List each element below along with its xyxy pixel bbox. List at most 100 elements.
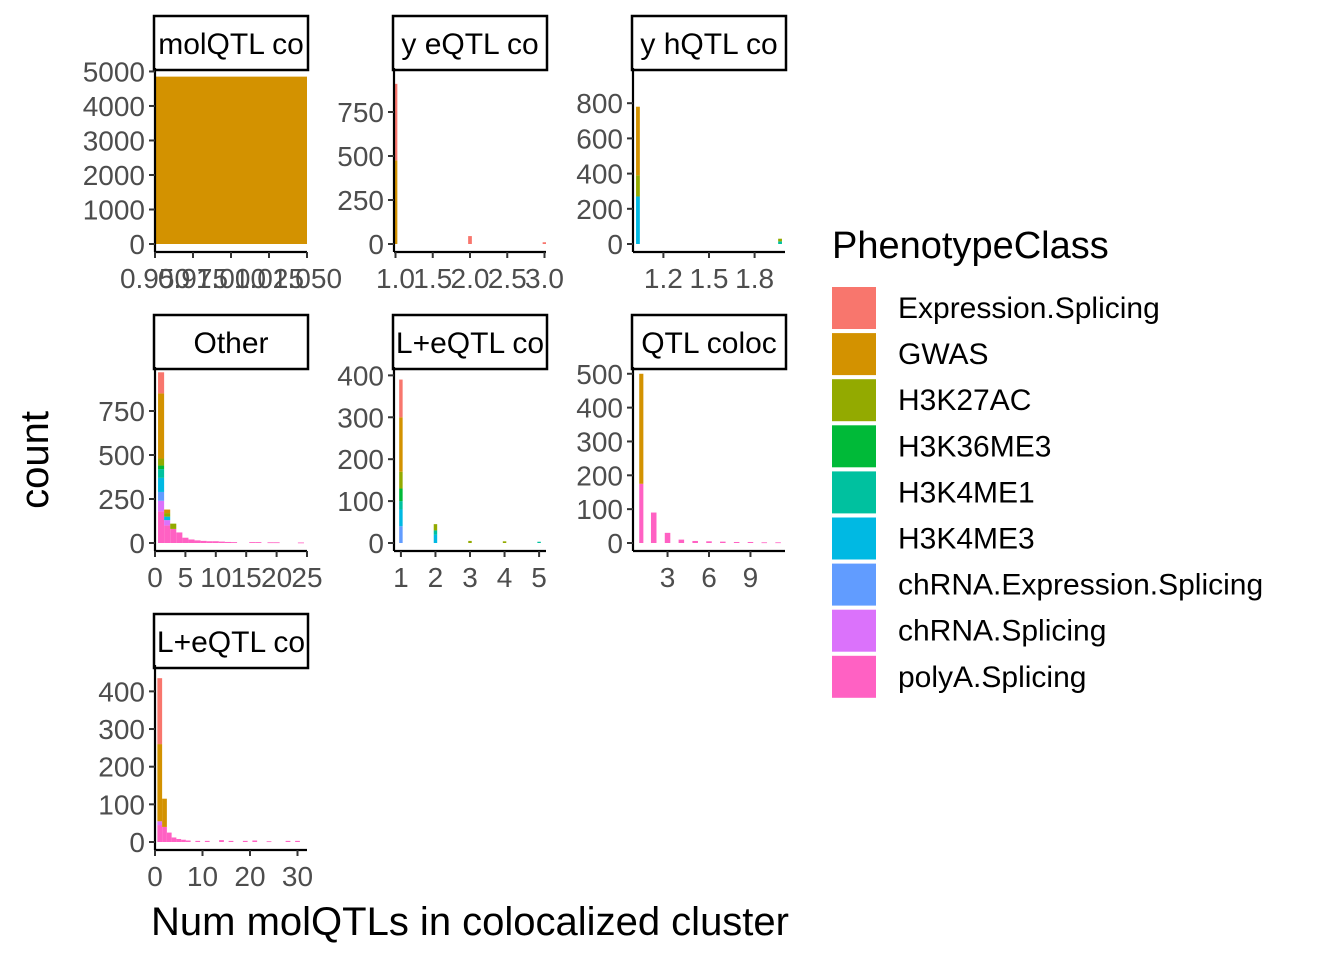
bar-segment: [158, 511, 165, 543]
bar-segment: [255, 542, 262, 543]
y-tick-label: 3000: [83, 125, 145, 156]
y-tick-label: 500: [337, 141, 384, 172]
y-tick-label: 500: [98, 440, 145, 471]
bar-segment: [158, 500, 165, 512]
bar-segment: [650, 512, 657, 543]
bar-segment: [394, 83, 398, 161]
y-tick-label: 400: [576, 393, 623, 424]
bars: [155, 76, 307, 245]
bar-segment: [706, 541, 712, 543]
y-tick-label: 2000: [83, 160, 145, 191]
legend-label: GWAS: [898, 338, 989, 371]
x-tick-label: 5: [531, 562, 547, 593]
bar-segment: [242, 840, 248, 842]
x-tick-label: 20: [234, 861, 265, 892]
bar-segment: [394, 160, 398, 244]
facet-strip-label: Other: [193, 327, 268, 360]
facet-strip-label: L+eQTL co: [396, 327, 544, 360]
x-tick-label: 1.050: [272, 263, 342, 294]
y-tick-label: 0: [607, 528, 623, 559]
y-tick-label: 400: [98, 676, 145, 707]
bar-segment: [158, 393, 165, 459]
bar-segment: [176, 838, 182, 842]
facet-strip-label: QTL coloc: [641, 327, 777, 360]
x-tick-label: 1.5: [413, 263, 452, 294]
legend-label: polyA.Splicing: [898, 661, 1086, 694]
y-tick-label: 750: [98, 396, 145, 427]
bar-segment: [164, 516, 171, 521]
x-tick-label: 1.0: [376, 263, 415, 294]
facet-strip-label: molQTL co: [158, 28, 304, 61]
facet-strip-label: L+eQTL co: [157, 626, 305, 659]
x-tick-label: 0: [147, 861, 163, 892]
facet-panel: y eQTL co 0 250 500 750 1.01.52.02.53.0: [337, 14, 564, 294]
x-tick-label: 10: [187, 861, 218, 892]
bar-segment: [468, 236, 472, 244]
y-tick-label: 500: [576, 359, 623, 390]
legend-swatch: [832, 333, 876, 376]
bar-segment: [185, 840, 191, 842]
bar-segment: [285, 840, 291, 842]
y-axis-title: count: [13, 411, 57, 509]
bar-segment: [176, 532, 183, 543]
bar-segment: [164, 509, 171, 514]
bar-segment: [636, 106, 640, 176]
legend-label: H3K36ME3: [898, 430, 1051, 463]
bar-segment: [266, 841, 272, 843]
y-tick-label: 100: [576, 494, 623, 525]
y-tick-label: 200: [576, 194, 623, 225]
bars: [399, 379, 541, 543]
y-tick-label: 200: [98, 752, 145, 783]
legend-swatch: [832, 425, 876, 468]
bars: [157, 678, 300, 843]
legend-swatch: [832, 563, 876, 606]
bar-segment: [158, 372, 165, 394]
x-tick-label: 0.975: [158, 263, 228, 294]
facet-panels: molQTL co0100020003000400050000.9500.975…: [83, 14, 788, 892]
bar-segment: [267, 542, 274, 544]
bar-segment: [188, 539, 195, 543]
y-tick-label: 100: [98, 789, 145, 820]
facet-strip-label: y eQTL co: [401, 28, 538, 61]
legend-swatch: [832, 655, 876, 698]
y-tick-label: 300: [98, 714, 145, 745]
y-tick-label: 300: [576, 426, 623, 457]
legend: PhenotypeClass Expression.Splicing GWAS H3…: [832, 225, 1263, 698]
bar-segment: [155, 76, 307, 245]
x-tick-label: 1.000: [196, 263, 266, 294]
bar-segment: [157, 821, 163, 826]
bar-segment: [162, 826, 167, 842]
bar-segment: [157, 825, 163, 842]
facet-strip: [630, 14, 788, 72]
bar-segment: [162, 798, 167, 827]
y-tick-label: 600: [576, 123, 623, 154]
x-tick-label: 1: [393, 562, 409, 593]
legend-label: chRNA.Splicing: [898, 615, 1106, 648]
bar-segment: [158, 491, 165, 501]
legend-label: H3K4ME1: [898, 476, 1035, 509]
bar-segment: [399, 488, 403, 502]
facet-panel: y hQTL co 0 200 400 600 800 1.2 1.5 1.8: [576, 14, 788, 294]
legend-label: Expression.Splicing: [898, 292, 1160, 325]
bars: [158, 372, 304, 544]
bar-segment: [502, 541, 507, 543]
bar-segment: [206, 541, 213, 543]
bar-segment: [273, 542, 280, 544]
facet-strip-label: y hQTL co: [640, 28, 777, 61]
x-tick-label: 6: [701, 562, 717, 593]
x-tick-label: 5: [178, 562, 194, 593]
bar-segment: [219, 840, 224, 842]
bar-segment: [158, 465, 165, 470]
bar-segment: [158, 477, 165, 492]
y-tick-label: 0: [607, 229, 623, 260]
bar-segment: [182, 537, 189, 543]
bar-segment: [194, 540, 201, 543]
x-tick-label: 25: [291, 562, 322, 593]
y-tick-label: 4000: [83, 91, 145, 122]
bar-segment: [399, 417, 403, 472]
bar-segment: [399, 501, 403, 510]
bar-segment: [231, 542, 238, 543]
x-tick-label: 0: [147, 562, 163, 593]
bar-segment: [399, 379, 403, 418]
